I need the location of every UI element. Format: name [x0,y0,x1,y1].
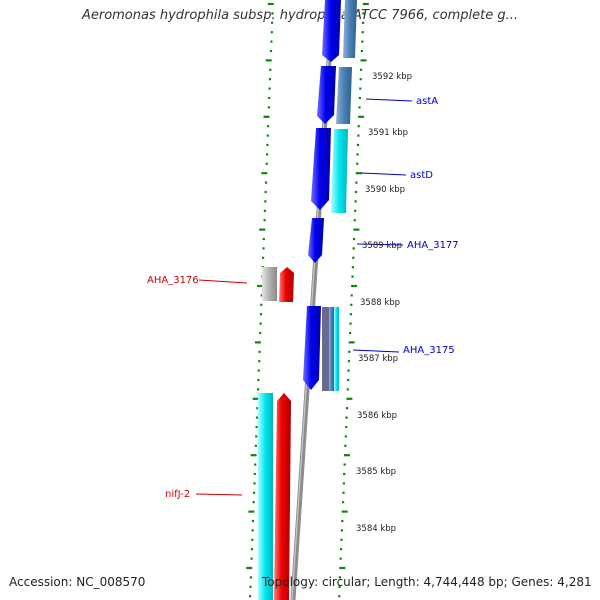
gene-bar-aha3176-feature[interactable] [262,267,277,301]
scale-label: 3586 kbp [357,411,397,421]
tick-rail-left [246,2,274,598]
gene-bar-astd-feature[interactable] [331,129,348,213]
gene-label-aha3175[interactable]: AHA_3175 [403,345,455,356]
scale-label: 3589 kbp [362,241,402,251]
scale-label: 3592 kbp [372,72,412,82]
scale-label: 3588 kbp [360,298,400,308]
gene-label-aha3177[interactable]: AHA_3177 [407,240,459,251]
leader-line-astd [360,172,407,176]
scale-label: 3587 kbp [358,354,398,364]
gene-arrow-rev-nifj2[interactable] [274,393,291,600]
gene-arrow-fwd-asta[interactable] [317,66,336,124]
scale-labels: 3592 kbp 3591 kbp 3590 kbp 3589 kbp 3588… [356,72,412,534]
reverse-strand-features [258,267,294,600]
scale-label: 3584 kbp [356,524,396,534]
gene-bar-aha3175-c[interactable] [334,307,339,391]
tick-rail-right [338,2,369,598]
gene-arrow-fwd[interactable] [322,0,341,62]
forward-strand-features [303,0,357,391]
gene-bar-nifj2-feature[interactable] [258,393,273,600]
leader-line-asta [365,98,413,102]
gene-arrow-fwd-aha3177[interactable] [308,218,324,263]
gene-arrow-fwd-aha3175[interactable] [303,306,321,390]
scale-label: 3585 kbp [356,467,396,477]
gene-label-aha3176[interactable]: AHA_3176 [147,275,199,286]
gene-label-asta[interactable]: astA [416,96,438,107]
gene-labels: astA astD AHA_3177 AHA_3175 AHA_3176 nif… [147,96,459,500]
scale-label: 3590 kbp [365,185,405,195]
gene-label-leaders [195,98,413,496]
gene-arrow-rev-aha3176[interactable] [279,267,294,302]
gene-label-nifj2[interactable]: nifJ-2 [165,489,190,500]
map-title: Aeromonas hydrophila subsp. hydrophila A… [81,8,519,23]
leader-line-aha3175 [352,349,400,353]
gene-arrow-fwd[interactable] [343,0,357,58]
gene-bar-asta-feature[interactable] [336,67,352,124]
leader-line-aha3176 [198,279,248,284]
gene-bar-aha3175-b[interactable] [329,307,334,391]
leader-line-nifj2 [195,493,243,496]
gene-label-astd[interactable]: astD [410,170,433,181]
accession-text: Accession: NC_008570 [9,575,146,589]
leader-line-aha3177 [356,243,404,246]
scale-label: 3591 kbp [368,128,408,138]
gene-arrow-fwd-astd[interactable] [311,128,331,210]
gene-bar-aha3175-a[interactable] [322,307,329,391]
topology-text: Topology: circular; Length: 4,744,448 bp… [262,575,592,589]
